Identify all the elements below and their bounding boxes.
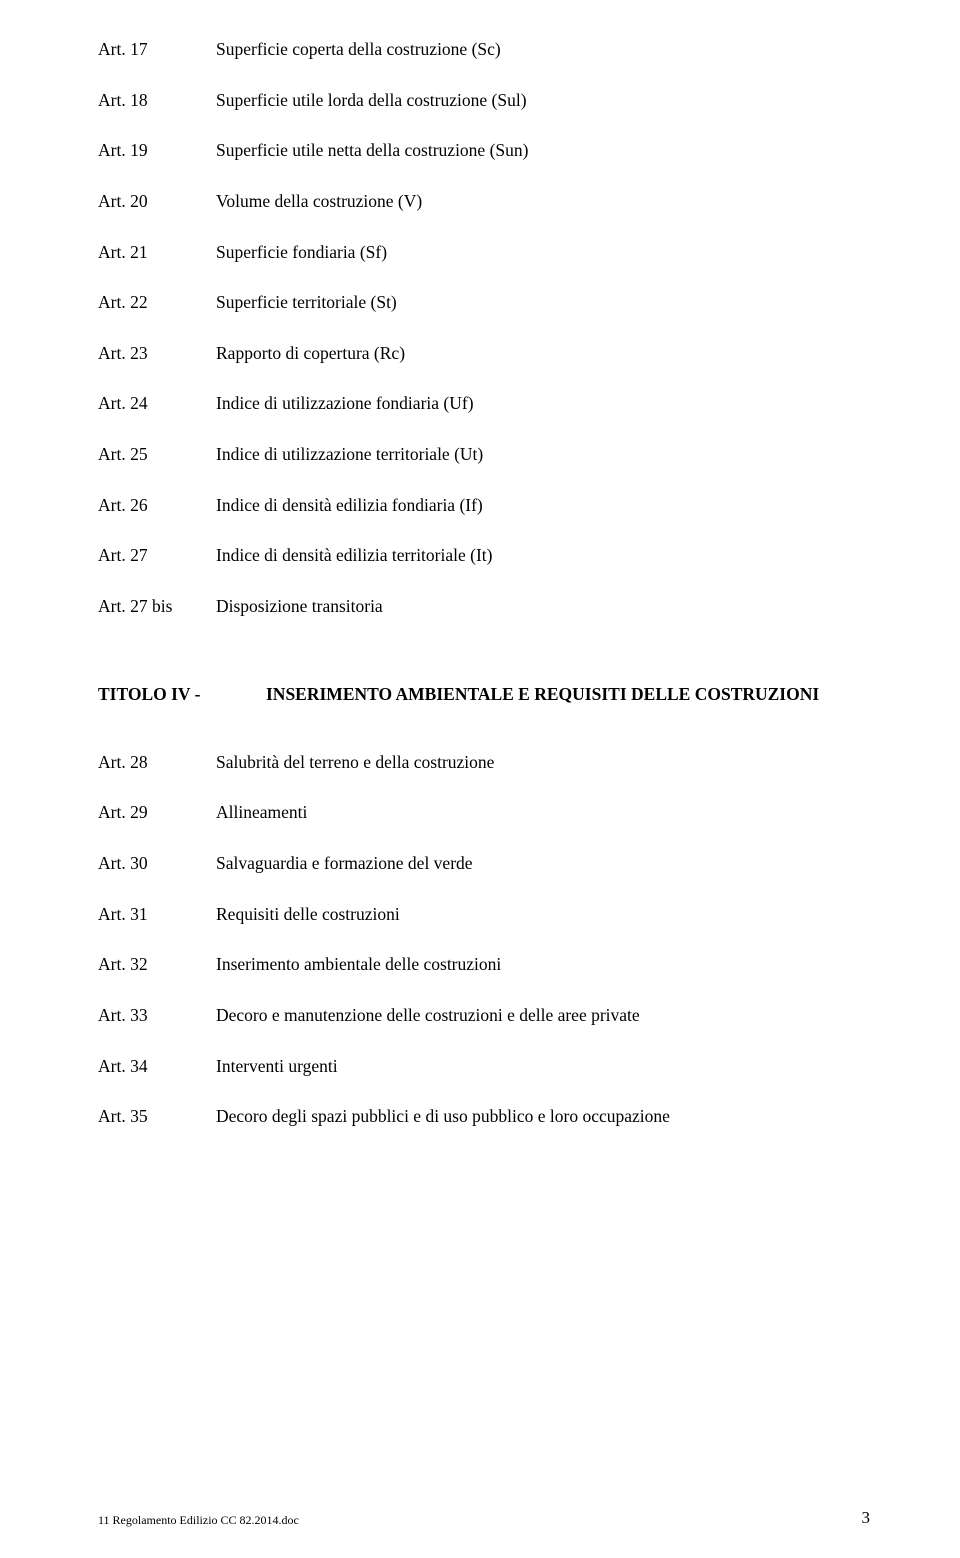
articles_top-number: Art. 17 [98,38,216,62]
articles_bottom-description: Salvaguardia e formazione del verde [216,852,870,876]
articles_top-number: Art. 26 [98,494,216,518]
articles_top-number: Art. 24 [98,392,216,416]
articles_top-row: Art. 27Indice di densità edilizia territ… [98,544,870,568]
articles_top-number: Art. 20 [98,190,216,214]
articles_top-row: Art. 20Volume della costruzione (V) [98,190,870,214]
section-title-rest: INSERIMENTO AMBIENTALE E REQUISITI DELLE… [266,681,870,707]
articles_top-number: Art. 23 [98,342,216,366]
articles_bottom-number: Art. 34 [98,1055,216,1079]
articles_bottom-number: Art. 29 [98,801,216,825]
articles_bottom-row: Art. 29Allineamenti [98,801,870,825]
articles_top-row: Art. 24Indice di utilizzazione fondiaria… [98,392,870,416]
articles_top-description: Superficie fondiaria (Sf) [216,241,870,265]
articles_bottom-row: Art. 32Inserimento ambientale delle cost… [98,953,870,977]
articles_bottom-number: Art. 35 [98,1105,216,1129]
articles_bottom-row: Art. 28Salubrità del terreno e della cos… [98,751,870,775]
articles_top-row: Art. 26Indice di densità edilizia fondia… [98,494,870,518]
articles_top-number: Art. 27 bis [98,595,216,619]
articles_top-number: Art. 27 [98,544,216,568]
articles_top-number: Art. 21 [98,241,216,265]
articles_bottom-row: Art. 31Requisiti delle costruzioni [98,903,870,927]
articles_bottom-description: Interventi urgenti [216,1055,870,1079]
articles_top-row: Art. 22Superficie territoriale (St) [98,291,870,315]
articles_top-row: Art. 27 bisDisposizione transitoria [98,595,870,619]
articles_top-row: Art. 23Rapporto di copertura (Rc) [98,342,870,366]
articles_bottom-description: Salubrità del terreno e della costruzion… [216,751,870,775]
articles_bottom-number: Art. 33 [98,1004,216,1028]
articles_top-row: Art. 17Superficie coperta della costruzi… [98,38,870,62]
articles_top-row: Art. 21Superficie fondiaria (Sf) [98,241,870,265]
articles_bottom-row: Art. 34Interventi urgenti [98,1055,870,1079]
articles_bottom-description: Allineamenti [216,801,870,825]
articles_bottom-number: Art. 30 [98,852,216,876]
articles_bottom-description: Inserimento ambientale delle costruzioni [216,953,870,977]
articles_top-number: Art. 25 [98,443,216,467]
articles_top-description: Indice di utilizzazione territoriale (Ut… [216,443,870,467]
articles_bottom-number: Art. 32 [98,953,216,977]
articles_top-number: Art. 18 [98,89,216,113]
articles_bottom-description: Requisiti delle costruzioni [216,903,870,927]
articles_top-row: Art. 18Superficie utile lorda della cost… [98,89,870,113]
articles_top-description: Indice di utilizzazione fondiaria (Uf) [216,392,870,416]
articles_bottom-description: Decoro degli spazi pubblici e di uso pub… [216,1105,870,1129]
footer-page-number: 3 [862,1508,871,1528]
articles_top-number: Art. 19 [98,139,216,163]
articles_top-description: Indice di densità edilizia territoriale … [216,544,870,568]
articles_top-description: Superficie coperta della costruzione (Sc… [216,38,870,62]
articles_top-description: Rapporto di copertura (Rc) [216,342,870,366]
articles_top-description: Indice di densità edilizia fondiaria (If… [216,494,870,518]
articles_bottom-number: Art. 31 [98,903,216,927]
articles_top-row: Art. 25Indice di utilizzazione territori… [98,443,870,467]
articles_top-description: Superficie utile lorda della costruzione… [216,89,870,113]
section-title: TITOLO IV - INSERIMENTO AMBIENTALE E REQ… [98,681,870,707]
articles_top-number: Art. 22 [98,291,216,315]
articles_bottom-number: Art. 28 [98,751,216,775]
articles_bottom-row: Art. 33Decoro e manutenzione delle costr… [98,1004,870,1028]
articles_top-row: Art. 19Superficie utile netta della cost… [98,139,870,163]
articles_top-description: Disposizione transitoria [216,595,870,619]
articles_top-description: Superficie utile netta della costruzione… [216,139,870,163]
page-footer: 11 Regolamento Edilizio CC 82.2014.doc 3 [98,1508,870,1528]
articles_top-description: Volume della costruzione (V) [216,190,870,214]
articles_top-description: Superficie territoriale (St) [216,291,870,315]
articles_bottom-description: Decoro e manutenzione delle costruzioni … [216,1004,870,1028]
footer-doc-name: 11 Regolamento Edilizio CC 82.2014.doc [98,1513,299,1528]
articles_bottom-row: Art. 30Salvaguardia e formazione del ver… [98,852,870,876]
articles_bottom-row: Art. 35Decoro degli spazi pubblici e di … [98,1105,870,1129]
section-title-lead: TITOLO IV - [98,681,266,707]
